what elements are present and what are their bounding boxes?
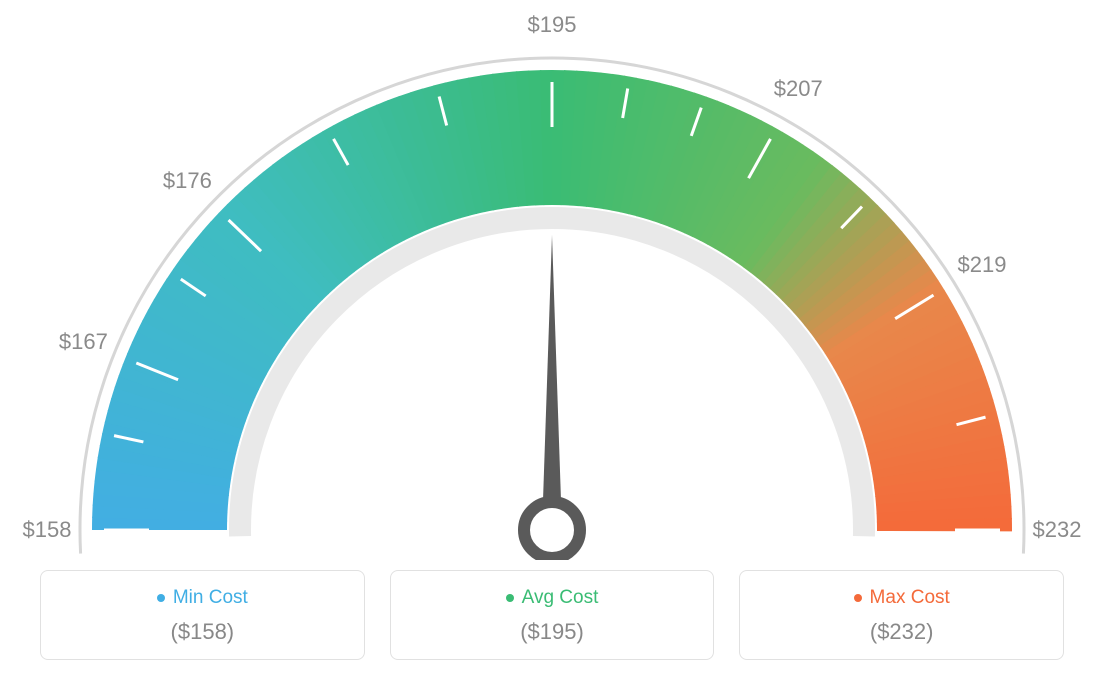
gauge-area: $158 $167 $176 $195 $207 $219 $232 <box>0 0 1104 560</box>
tick-label: $167 <box>59 329 108 355</box>
legend-label-max: Max Cost <box>870 587 950 609</box>
tick-label: $158 <box>23 517 72 543</box>
cost-gauge-chart: $158 $167 $176 $195 $207 $219 $232 Min Cost ($… <box>0 0 1104 690</box>
tick-label: $219 <box>958 252 1007 278</box>
legend-title-avg: Avg Cost <box>506 587 599 609</box>
tick-label: $195 <box>528 12 577 38</box>
legend-dot-max <box>854 594 862 602</box>
legend-dot-avg <box>506 594 514 602</box>
legend-row: Min Cost ($158) Avg Cost ($195) Max Cost… <box>40 570 1064 660</box>
legend-label-min: Min Cost <box>173 587 248 609</box>
legend-dot-min <box>157 594 165 602</box>
legend-title-max: Max Cost <box>854 587 950 609</box>
tick-label: $176 <box>163 168 212 194</box>
legend-value-min: ($158) <box>51 619 354 645</box>
tick-label: $232 <box>1033 517 1082 543</box>
legend-title-min: Min Cost <box>157 587 248 609</box>
tick-label: $207 <box>774 76 823 102</box>
legend-card-max: Max Cost ($232) <box>739 570 1064 660</box>
legend-card-min: Min Cost ($158) <box>40 570 365 660</box>
legend-card-avg: Avg Cost ($195) <box>390 570 715 660</box>
legend-value-avg: ($195) <box>401 619 704 645</box>
legend-value-max: ($232) <box>750 619 1053 645</box>
gauge-svg <box>0 0 1104 560</box>
legend-label-avg: Avg Cost <box>522 587 599 609</box>
